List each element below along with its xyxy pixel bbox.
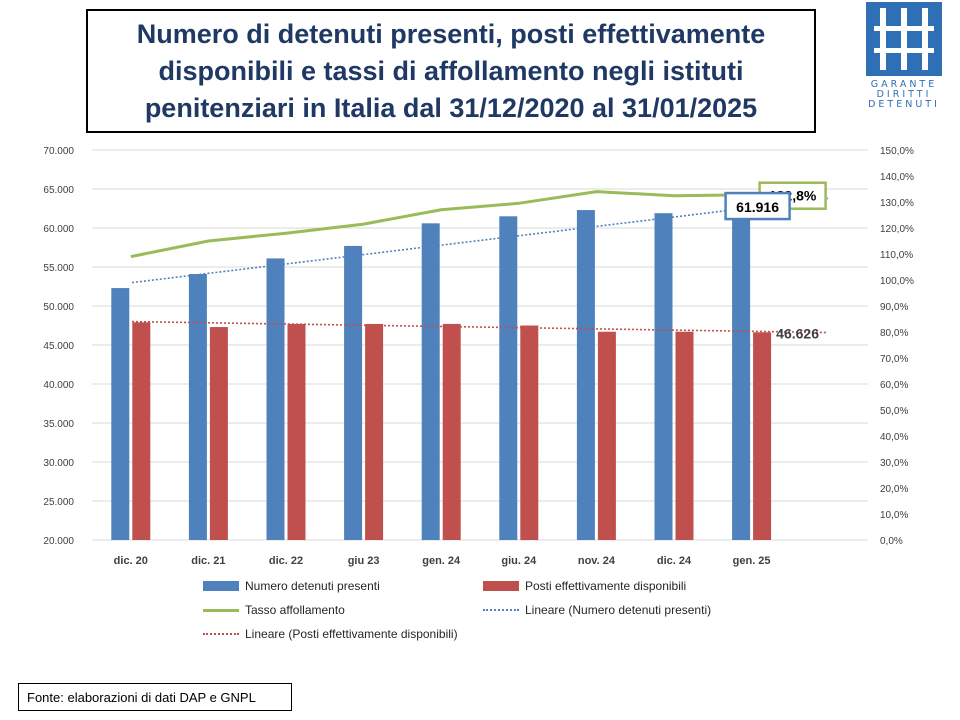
logo-mark-icon bbox=[866, 2, 942, 76]
x-tick-label: giu. 24 bbox=[501, 555, 537, 567]
y-left-tick-label: 30.000 bbox=[43, 458, 74, 469]
y-left-tick-label: 50.000 bbox=[43, 302, 74, 313]
y-right-tick-label: 150,0% bbox=[880, 146, 914, 157]
y-right-tick-label: 40,0% bbox=[880, 432, 908, 443]
y-right-tick-label: 70,0% bbox=[880, 354, 908, 365]
x-tick-label: giu 23 bbox=[348, 555, 380, 567]
bar-detenuti bbox=[344, 245, 363, 540]
x-tick-label: dic. 21 bbox=[191, 555, 225, 567]
y-right-tick-label: 0,0% bbox=[880, 536, 903, 547]
trend-line-posti bbox=[131, 320, 829, 334]
bar-posti bbox=[365, 323, 384, 540]
y-left-tick-label: 20.000 bbox=[43, 536, 74, 547]
y-right-tick-label: 30,0% bbox=[880, 458, 908, 469]
title-box: Numero di detenuti presenti, posti effet… bbox=[86, 9, 816, 133]
bar-posti bbox=[442, 323, 461, 540]
y-right-tick-label: 50,0% bbox=[880, 406, 908, 417]
logo-line-2: DIRITTI bbox=[876, 89, 932, 100]
y-right-tick-label: 120,0% bbox=[880, 224, 914, 235]
garante-logo: GARANTE DIRITTI DETENUTI bbox=[862, 0, 944, 112]
y-right-tick-label: 60,0% bbox=[880, 380, 908, 391]
bar-detenuti bbox=[421, 223, 440, 540]
legend-detenuti: Numero detenuti presenti bbox=[203, 578, 380, 594]
bar-detenuti bbox=[654, 213, 673, 540]
legend-label-detenuti: Numero detenuti presenti bbox=[245, 579, 380, 593]
legend-swatch-tasso bbox=[203, 608, 239, 612]
y-left-tick-label: 25.000 bbox=[43, 497, 74, 508]
trend-line-detenuti bbox=[131, 197, 829, 284]
x-tick-label: dic. 22 bbox=[269, 555, 303, 567]
chart-title: Numero di detenuti presenti, posti effet… bbox=[136, 18, 766, 123]
y-left-tick-label: 55.000 bbox=[43, 263, 74, 274]
logo-line-3: DETENUTI bbox=[868, 99, 940, 110]
legend-swatch-posti bbox=[483, 581, 519, 591]
legend-swatch-trend-detenuti bbox=[483, 609, 519, 611]
y-left-tick-label: 60.000 bbox=[43, 224, 74, 235]
y-left-tick-label: 45.000 bbox=[43, 341, 74, 352]
legend-trend-detenuti: Lineare (Numero detenuti presenti) bbox=[483, 602, 711, 618]
bar-detenuti bbox=[188, 274, 207, 540]
y-left-tick-label: 35.000 bbox=[43, 419, 74, 430]
source-note: Fonte: elaborazioni di dati DAP e GNPL bbox=[27, 689, 256, 705]
y-right-tick-label: 140,0% bbox=[880, 172, 914, 183]
detenuti-callout-box bbox=[724, 191, 791, 221]
legend-posti: Posti effettivamente disponibili bbox=[483, 578, 686, 594]
legend-swatch-detenuti bbox=[203, 581, 239, 591]
legend-tasso: Tasso affollamento bbox=[203, 602, 345, 618]
x-tick-label: dic. 20 bbox=[114, 555, 148, 567]
bar-posti bbox=[520, 325, 539, 540]
y-right-tick-label: 100,0% bbox=[880, 276, 914, 287]
y-right-tick-label: 10,0% bbox=[880, 510, 908, 521]
detenuti-callout-label: 61.916 bbox=[736, 199, 779, 215]
x-tick-label: gen. 24 bbox=[422, 555, 461, 567]
y-right-tick-label: 20,0% bbox=[880, 484, 908, 495]
legend-swatch-trend-posti bbox=[203, 633, 239, 635]
bar-detenuti bbox=[111, 288, 130, 540]
y-right-tick-label: 80,0% bbox=[880, 328, 908, 339]
bar-posti bbox=[287, 323, 306, 540]
bar-detenuti bbox=[732, 213, 751, 540]
legend-trend-posti: Lineare (Posti effettivamente disponibil… bbox=[203, 626, 458, 642]
legend-label-trend-detenuti: Lineare (Numero detenuti presenti) bbox=[525, 603, 712, 617]
logo-line-1: GARANTE bbox=[870, 79, 938, 90]
bar-detenuti bbox=[266, 258, 285, 540]
y-right-tick-label: 90,0% bbox=[880, 302, 908, 313]
bar-posti bbox=[597, 331, 616, 540]
y-left-tick-label: 65.000 bbox=[43, 185, 74, 196]
bar-detenuti bbox=[576, 210, 595, 540]
x-tick-label: gen. 25 bbox=[733, 555, 771, 567]
tasso-line bbox=[130, 190, 752, 259]
y-left-tick-label: 70.000 bbox=[43, 146, 74, 157]
source-note-box: Fonte: elaborazioni di dati DAP e GNPL bbox=[18, 683, 292, 711]
x-tick-label: nov. 24 bbox=[578, 555, 616, 567]
bar-posti bbox=[675, 331, 694, 540]
bar-posti bbox=[132, 322, 151, 540]
y-left-tick-label: 40.000 bbox=[43, 380, 74, 391]
posti-callout-label: 46.626 bbox=[776, 325, 819, 341]
y-right-tick-label: 130,0% bbox=[880, 198, 914, 209]
x-tick-label: dic. 24 bbox=[657, 555, 692, 567]
legend-label-posti: Posti effettivamente disponibili bbox=[525, 579, 687, 593]
bar-posti bbox=[753, 332, 772, 540]
legend-label-trend-posti: Lineare (Posti effettivamente disponibil… bbox=[245, 627, 458, 641]
bar-posti bbox=[209, 327, 228, 540]
y-right-tick-label: 110,0% bbox=[880, 250, 913, 261]
legend-label-tasso: Tasso affollamento bbox=[245, 603, 345, 617]
bar-detenuti bbox=[499, 216, 518, 541]
